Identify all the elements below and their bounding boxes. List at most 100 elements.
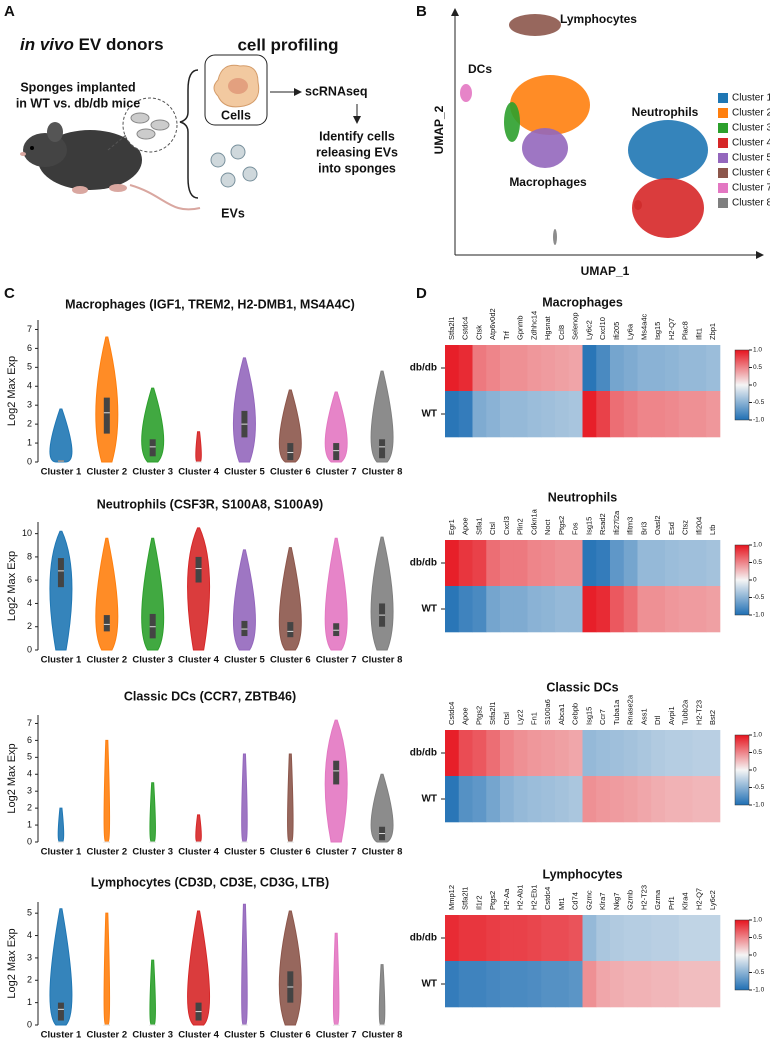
heatmap-cell: [555, 730, 570, 777]
plot-title: Macrophages (IGF1, TREM2, H2-DMB1, MS4A4…: [65, 297, 355, 311]
caption-line: Identify cells: [319, 129, 395, 143]
x-tick-label: Cluster 8: [362, 655, 403, 666]
x-tick-label: Cluster 8: [362, 467, 403, 478]
heatmap-cell: [678, 961, 693, 1008]
gene-label: Stfa2l1: [488, 702, 497, 725]
gene-label: Esd: [667, 522, 676, 535]
heatmap-cell: [678, 915, 693, 962]
heatmap-cell: [665, 540, 680, 587]
heatmap-cell: [472, 961, 487, 1008]
heatmap-cell: [692, 730, 707, 777]
heatmap-cell: [472, 540, 487, 587]
heatmap-cell: [623, 540, 638, 587]
cluster-annotation: DCs: [468, 62, 492, 76]
heatmap-cell: [623, 391, 638, 438]
gene-label: Apoe: [461, 517, 470, 535]
heatmap-cell: [445, 345, 460, 392]
legend-swatch: [718, 108, 728, 118]
colorbar: [734, 734, 750, 806]
heatmap-cell: [568, 915, 583, 962]
heatmap-cell: [527, 391, 542, 438]
heatmap-cell: [582, 915, 597, 962]
y-tick-label: 3: [27, 786, 32, 796]
heatmap-cell: [445, 540, 460, 587]
y-tick-label: 6: [27, 575, 32, 585]
y-tick-label: 2: [27, 803, 32, 813]
x-tick-label: Cluster 8: [362, 1030, 403, 1040]
colorbar: [734, 919, 750, 991]
legend-label: Cluster 4: [732, 138, 770, 149]
heatmap-cell: [582, 345, 597, 392]
violin-box: [333, 760, 340, 785]
heatmap-cell: [513, 345, 528, 392]
gene-label: Gzmc: [584, 890, 593, 910]
heatmap-cell: [692, 776, 707, 823]
gene-label: Cdkn1a: [529, 508, 538, 535]
heatmap-cell: [527, 345, 542, 392]
heatmap-cell: [541, 345, 556, 392]
colorbar-tick-label: -0.5: [753, 594, 765, 601]
y-tick-label: 3: [27, 400, 32, 410]
row-label: WT: [421, 794, 437, 805]
x-tick-label: Cluster 2: [86, 655, 127, 666]
plot-title: Neutrophils (CSF3R, S100A8, S100A9): [97, 497, 323, 511]
heatmap-cell: [692, 961, 707, 1008]
heatmap-cell: [555, 915, 570, 962]
row-label: db/db: [410, 558, 437, 569]
heatmap-cell: [555, 540, 570, 587]
heatmap-cell: [582, 586, 597, 633]
heatmap-cell: [637, 586, 652, 633]
heatmap-cell: [651, 586, 666, 633]
panel-label: C: [4, 285, 15, 302]
gene-label: Cstdc4: [461, 317, 470, 340]
gene-label: Ifitm3: [626, 517, 635, 535]
x-tick-label: Cluster 6: [270, 467, 311, 478]
heatmap-cell: [582, 540, 597, 587]
caption-line: Sponges implanted: [20, 80, 135, 94]
heatmap-cell: [582, 730, 597, 777]
heatmap-cell: [445, 586, 460, 633]
heatmap-cell: [513, 915, 528, 962]
row-label: WT: [421, 604, 437, 615]
y-tick-label: 4: [27, 769, 32, 779]
heatmap-cell: [500, 776, 515, 823]
y-tick-label: 4: [27, 930, 32, 940]
legend-swatch: [718, 168, 728, 178]
violin: [49, 908, 73, 1026]
colorbar-tick-label: 0.5: [753, 559, 762, 566]
heatmap-cell: [527, 586, 542, 633]
y-tick-label: 0: [27, 644, 32, 654]
cluster-annotation: Lymphocytes: [560, 12, 637, 26]
umap-cluster: [460, 84, 472, 102]
x-tick-label: Cluster 7: [316, 1030, 357, 1040]
x-tick-label: Cluster 7: [316, 847, 357, 858]
heatmap-cell: [458, 540, 473, 587]
gene-label: Dtl: [653, 716, 662, 726]
x-tick-label: Cluster 1: [41, 655, 82, 666]
heatmap-cell: [541, 540, 556, 587]
row-label: db/db: [410, 933, 437, 944]
heatmap-cell: [610, 776, 625, 823]
colorbar-tick-label: 0: [753, 767, 757, 774]
x-tick-label: Cluster 3: [132, 1030, 173, 1040]
heatmap-cell: [500, 345, 515, 392]
x-tick-label: Cluster 6: [270, 655, 311, 666]
gene-label: Cstdc4: [543, 887, 552, 910]
heatmap-cell: [610, 730, 625, 777]
heatmap-title: Lymphocytes: [542, 867, 622, 881]
heatmap-cell: [472, 730, 487, 777]
heatmap-cell: [637, 391, 652, 438]
legend-swatch: [718, 123, 728, 133]
gene-label: Abca1: [557, 704, 566, 725]
violin: [95, 537, 119, 651]
x-tick-label: Cluster 4: [178, 467, 219, 478]
title-rest: EV donors: [79, 35, 164, 54]
x-tick-label: Cluster 3: [132, 847, 173, 858]
cluster-annotation: Macrophages: [509, 175, 587, 189]
heatmap-cell: [500, 730, 515, 777]
heatmap-cell: [527, 915, 542, 962]
heatmap-cell: [500, 391, 515, 438]
heatmap-cell: [500, 915, 515, 962]
heatmap-cell: [706, 915, 721, 962]
gene-label: Rnase2a: [626, 694, 635, 725]
